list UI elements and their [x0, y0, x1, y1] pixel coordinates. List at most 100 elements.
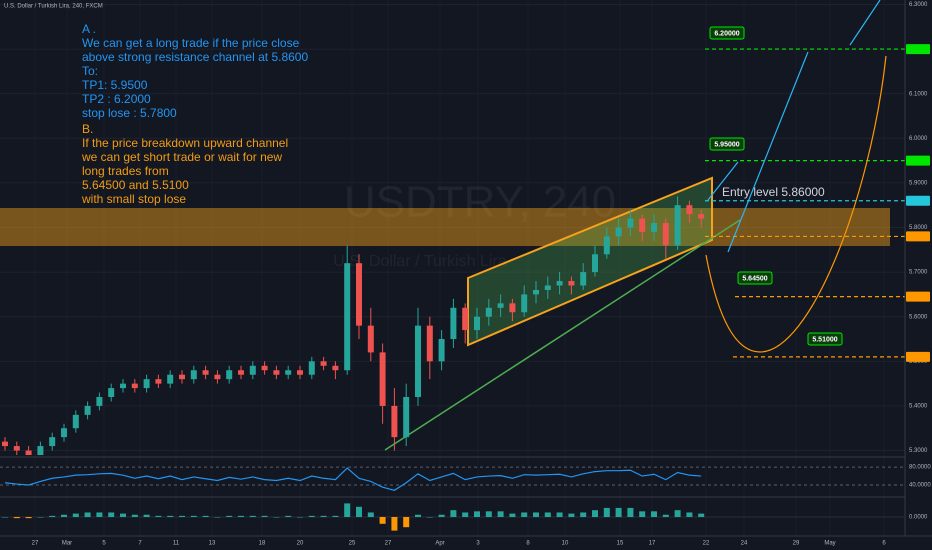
- candle-body: [2, 441, 8, 447]
- x-tick-label: 8: [526, 541, 530, 547]
- x-tick-label: 3: [476, 541, 480, 547]
- candle-body: [190, 370, 197, 380]
- candle-body: [226, 370, 233, 380]
- macd-bar: [556, 512, 563, 517]
- note-line: we can get short trade or wait for new: [81, 150, 282, 164]
- candle-body: [379, 352, 386, 406]
- candle-body: [61, 428, 67, 438]
- watermark-subtitle: U.S. Dollar / Turkish Lira: [333, 253, 506, 270]
- macd-bar: [297, 517, 303, 518]
- macd-bar: [84, 512, 91, 517]
- macd-bar: [179, 515, 185, 517]
- macd-bar: [474, 511, 480, 517]
- x-tick-label: 5: [102, 541, 106, 547]
- macd-bar: [190, 515, 197, 517]
- candle-body: [556, 281, 563, 286]
- level-label: 5.95000: [714, 141, 739, 148]
- candle-body: [603, 236, 610, 255]
- candle-body: [391, 405, 398, 438]
- candle-body: [367, 325, 374, 353]
- x-tick-label: 22: [703, 541, 710, 547]
- candle-body: [403, 397, 410, 438]
- candle-body: [533, 289, 539, 295]
- macd-bar: [214, 517, 221, 518]
- macd-bar: [627, 507, 634, 517]
- macd-bar: [25, 517, 32, 519]
- macd-bar: [202, 515, 209, 517]
- candle-body: [72, 414, 79, 429]
- candle-body: [662, 223, 669, 246]
- y-tick-label: 5.5000: [909, 359, 928, 365]
- x-tick-label: 24: [741, 541, 748, 547]
- candle-body: [698, 214, 705, 219]
- level-label: 6.20000: [714, 30, 739, 37]
- candle-body: [497, 303, 504, 308]
- level-label-box: [807, 332, 843, 346]
- note-line: To:: [82, 64, 98, 78]
- candle-body: [344, 263, 351, 371]
- macd-bar: [521, 512, 528, 517]
- macd-bar: [155, 515, 162, 517]
- arrow: [727, 51, 809, 253]
- macd-bar: [450, 510, 457, 517]
- macd-bar: [580, 512, 587, 517]
- macd-bar: [285, 515, 292, 517]
- candle-body: [450, 307, 457, 340]
- candle-body: [627, 218, 634, 228]
- macd-bar: [96, 512, 103, 517]
- macd-bar: [497, 511, 504, 517]
- macd-bar: [639, 511, 646, 517]
- candle-body: [261, 365, 268, 371]
- note-line: If the price breakdown upward channel: [82, 136, 288, 150]
- candle-body: [686, 205, 693, 215]
- level-tag: [906, 351, 930, 362]
- macd-bar: [391, 517, 398, 531]
- candle-body: [485, 307, 492, 317]
- candle-body: [238, 370, 244, 375]
- y-tick-label: 6.0000: [909, 136, 928, 142]
- x-tick-label: Apr: [435, 541, 444, 547]
- candle-body: [155, 379, 162, 384]
- macd-bar: [308, 515, 315, 517]
- x-tick-label: 27: [385, 541, 392, 547]
- level-label: 5.64500: [742, 275, 767, 282]
- macd-bar: [674, 510, 681, 517]
- macd-bar: [426, 517, 433, 518]
- rsi-line: [4, 467, 702, 491]
- macd-bar: [533, 512, 539, 517]
- y-tick-label: 5.8000: [909, 225, 928, 231]
- macd-bar: [403, 517, 410, 528]
- x-tick-label: Mar: [62, 541, 72, 547]
- note-line: stop lose : 5.7800: [82, 106, 177, 120]
- macd-bar: [603, 507, 610, 517]
- candles: [2, 196, 705, 455]
- note-line: above strong resistance channel at 5.860…: [82, 50, 308, 64]
- candle-body: [167, 374, 174, 384]
- macd-bar: [49, 515, 56, 517]
- levels: 6.20000 5.95000 Entry level 5.86000 5.64500…: [705, 26, 930, 362]
- trend-line: [384, 219, 741, 451]
- candle-body: [13, 446, 20, 451]
- candle-body: [131, 383, 138, 389]
- x-tick-label: 15: [617, 541, 624, 547]
- rsi-tick-label: 40.0000: [909, 483, 931, 489]
- macd-bar: [108, 512, 115, 517]
- candle-body: [462, 307, 469, 331]
- macd-bar: [415, 514, 421, 517]
- note-line: long trades from: [82, 164, 169, 178]
- candle-body: [96, 397, 103, 406]
- y-tick-label: 6.3000: [909, 2, 928, 8]
- indicator-panels: 80.0000 40.0000 0.0000: [0, 465, 931, 531]
- candle-body: [438, 339, 445, 362]
- y-tick-label: 6.1000: [909, 91, 928, 97]
- level-tag: [906, 155, 930, 166]
- candle-body: [651, 223, 657, 232]
- macd-bar: [568, 513, 575, 517]
- level-tag: [906, 231, 930, 242]
- note-line: We can get a long trade if the price clo…: [82, 36, 300, 50]
- candle-body: [84, 405, 91, 415]
- candle-body: [249, 365, 256, 375]
